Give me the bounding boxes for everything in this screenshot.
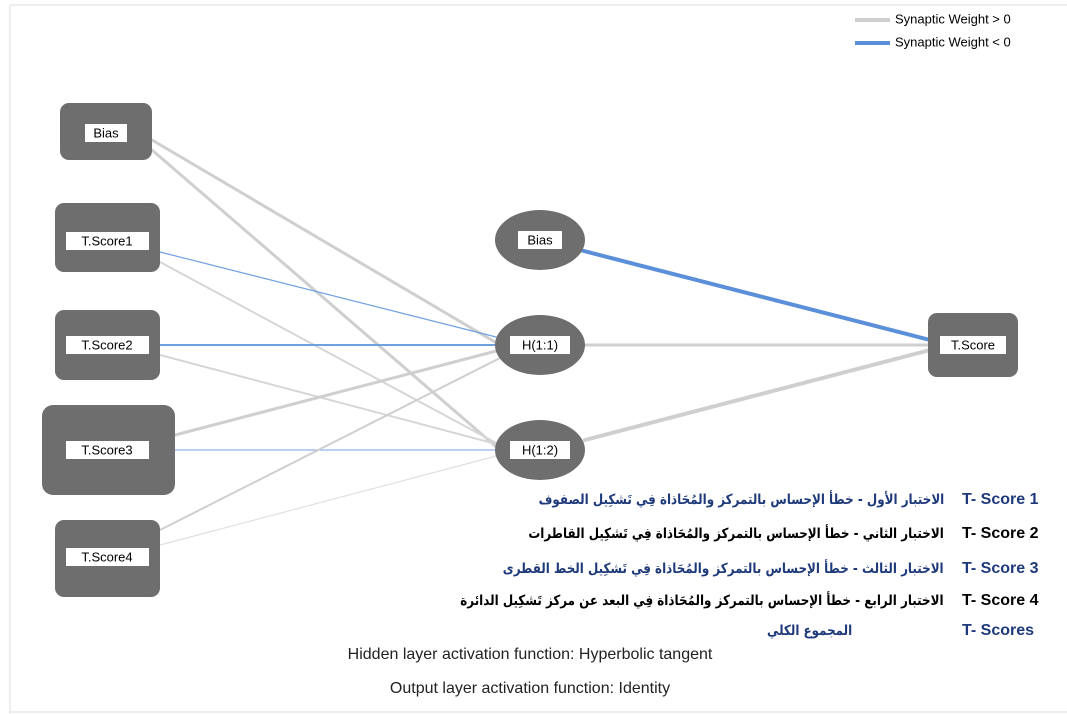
node-label-box [940,336,1006,354]
legend-label: Synaptic Weight < 0 [895,34,1011,49]
node-label: T.Score1 [81,233,132,248]
edge [150,148,502,452]
node-label: T.Score3 [81,442,132,457]
activation-note: Output layer activation function: Identi… [389,680,671,697]
node-label-box [66,441,149,459]
key-row: الاختبار الثاني - خطأ الإحساس بالتمركز و… [257,520,1057,548]
node-label: H(1:1) [522,337,558,352]
key-row: المجموع الكلي T- Scores [257,617,1057,645]
key-description: الاختبار الثالث - خطأ الإحساس بالتمركز و… [503,561,944,577]
node-label: H(1:2) [522,442,558,457]
node-label: T.Score4 [81,549,132,564]
key-description: الاختبار الأول - خطأ الإحساس بالتمركز وا… [538,492,944,508]
node-label: T.Score2 [81,337,132,352]
edge [150,138,502,347]
legend-label: Synaptic Weight > 0 [895,11,1011,26]
edges [150,138,932,546]
key-code: T- Score 2 [962,525,1039,542]
node-label: Bias [527,232,553,247]
edge [159,251,501,339]
edge [173,348,502,437]
key-code: T- Score 3 [962,560,1039,577]
key-description: الاختبار الثاني - خطأ الإحساس بالتمركز و… [528,526,944,542]
key-row: الاختبار الثالث - خطأ الإحساس بالتمركز و… [257,555,1057,583]
key-description: المجموع الكلي [766,623,852,639]
edge [159,454,501,546]
key-description: الاختبار الرابع - خطأ الإحساس بالتمركز و… [460,593,944,609]
edge [159,261,501,446]
key-code: T- Scores [962,622,1035,639]
edge [159,354,501,446]
edge [578,248,932,342]
node-label-box [85,124,127,142]
edge [583,348,932,442]
key-code: T- Score 1 [962,491,1039,508]
key-row: الاختبار الأول - خطأ الإحساس بالتمركز وا… [257,486,1057,514]
node-label-box [66,548,149,566]
node-label-box [510,336,570,354]
edge [159,357,501,531]
key-code: T- Score 4 [962,592,1039,609]
node-label: T.Score [951,337,995,352]
activation-note: Hidden layer activation function: Hyperb… [347,646,713,663]
node-label: Bias [93,125,119,140]
node-label-box [66,336,149,354]
node-label-box [66,232,149,250]
node-label-box [510,441,570,459]
key-row: الاختبار الرابع - خطأ الإحساس بالتمركز و… [257,587,1057,615]
node-label-box [518,231,562,249]
